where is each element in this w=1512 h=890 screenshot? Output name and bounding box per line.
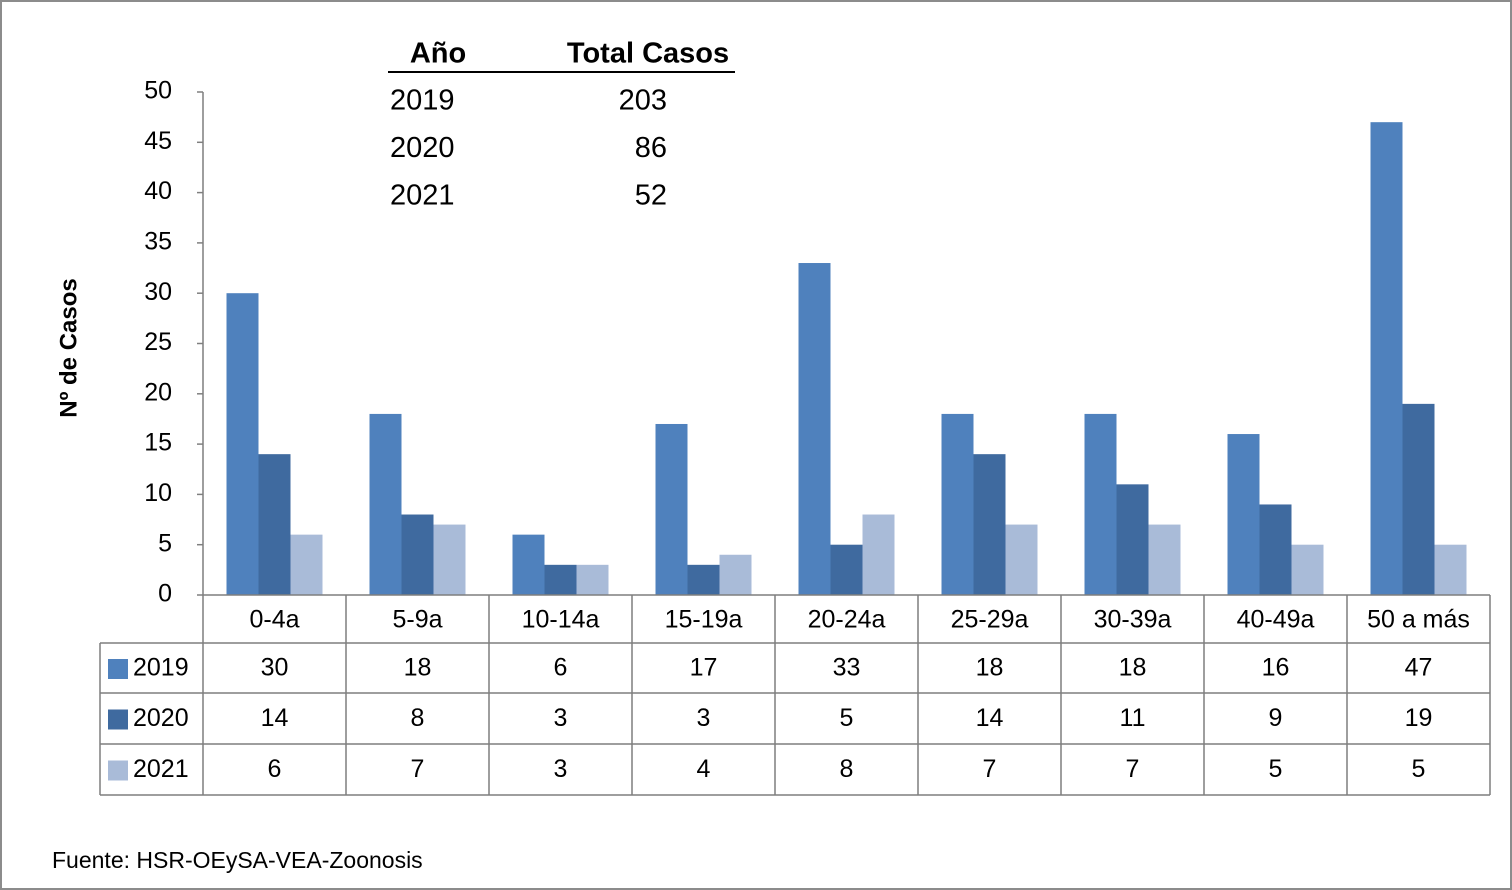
table-value: 5 (1412, 755, 1426, 783)
summary-year: 2021 (390, 180, 455, 212)
x-tick-label: 15-19a (665, 606, 743, 634)
table-value: 5 (840, 704, 854, 732)
y-tick-label: 5 (158, 529, 172, 557)
bar (1227, 434, 1260, 595)
y-tick-label: 40 (144, 177, 172, 205)
table-value: 19 (1405, 704, 1433, 732)
x-tick-label: 40-49a (1237, 606, 1315, 634)
table-value: 3 (697, 704, 711, 732)
bar (1291, 544, 1324, 595)
bar (544, 564, 577, 595)
y-tick-label: 20 (144, 378, 172, 406)
legend-label: 2019 (133, 654, 189, 682)
summary-total: 86 (635, 132, 667, 164)
legend-label: 2020 (133, 704, 189, 732)
bar (290, 534, 323, 595)
bar (862, 514, 895, 595)
bar (973, 454, 1006, 595)
table-value: 33 (833, 654, 861, 682)
bar (1370, 122, 1403, 596)
y-tick-label: 30 (144, 278, 172, 306)
x-tick-label: 0-4a (249, 606, 299, 634)
table-value: 6 (554, 654, 568, 682)
bar (687, 564, 720, 595)
table-value: 18 (404, 654, 432, 682)
table-value: 3 (554, 755, 568, 783)
legend-swatch (108, 709, 128, 730)
table-value: 11 (1120, 704, 1146, 732)
bar (1084, 413, 1117, 595)
bar (798, 263, 831, 595)
bar (258, 454, 291, 595)
table-value: 14 (261, 704, 289, 732)
legend-label: 2021 (133, 755, 189, 783)
bar (1402, 403, 1435, 595)
bar (226, 293, 259, 595)
table-value: 9 (1269, 704, 1283, 732)
y-tick-label: 35 (144, 228, 172, 256)
summary-header: Año (410, 38, 466, 70)
table-value: 6 (268, 755, 282, 783)
bar (576, 564, 609, 595)
table-value: 3 (554, 704, 568, 732)
bar (512, 534, 545, 595)
bar (719, 554, 752, 595)
summary-year: 2019 (390, 85, 455, 117)
table-value: 8 (840, 755, 854, 783)
source: Fuente: HSR-OEySA-VEA-Zoonosis (52, 847, 423, 873)
bar (433, 524, 466, 595)
table-value: 17 (690, 654, 718, 682)
summary-header: Total Casos (567, 38, 729, 70)
bar (401, 514, 434, 595)
y-tick-label: 15 (144, 429, 172, 457)
table-value: 14 (976, 704, 1004, 732)
table-value: 18 (976, 654, 1004, 682)
x-tick-label: 25-29a (951, 606, 1029, 634)
bar (1005, 524, 1038, 595)
bar (655, 423, 688, 595)
table-value: 7 (983, 755, 997, 783)
bar (941, 413, 974, 595)
y-tick-label: 50 (144, 77, 172, 105)
legend-swatch (108, 659, 128, 679)
bar (1148, 524, 1181, 595)
y-tick-label: 25 (144, 328, 172, 356)
y-tick-label: 0 (158, 580, 172, 608)
bar (1116, 484, 1149, 595)
bar (369, 413, 402, 595)
y-axis-label: Nº de Casos (55, 278, 82, 417)
bar (1259, 504, 1292, 595)
bar (1434, 544, 1467, 595)
table-value: 7 (1126, 755, 1140, 783)
table-value: 4 (697, 755, 711, 783)
legend-swatch (108, 760, 128, 781)
x-tick-label: 30-39a (1094, 606, 1172, 634)
table-value: 47 (1405, 654, 1433, 682)
table-value: 8 (411, 704, 425, 732)
x-tick-label: 20-24a (808, 606, 886, 634)
summary-total: 203 (619, 85, 667, 117)
table-value: 7 (411, 755, 425, 783)
x-tick-label: 5-9a (392, 606, 442, 634)
summary-total: 52 (635, 180, 667, 212)
table-value: 5 (1269, 755, 1283, 783)
y-tick-label: 10 (144, 479, 172, 507)
table-value: 16 (1262, 654, 1290, 682)
table-value: 30 (261, 654, 289, 682)
table-value: 18 (1119, 654, 1147, 682)
summary-year: 2020 (390, 132, 455, 164)
bar (830, 544, 863, 595)
y-tick-label: 45 (144, 127, 172, 155)
x-tick-label: 10-14a (522, 606, 600, 634)
x-tick-label: 50 a más (1367, 606, 1470, 634)
